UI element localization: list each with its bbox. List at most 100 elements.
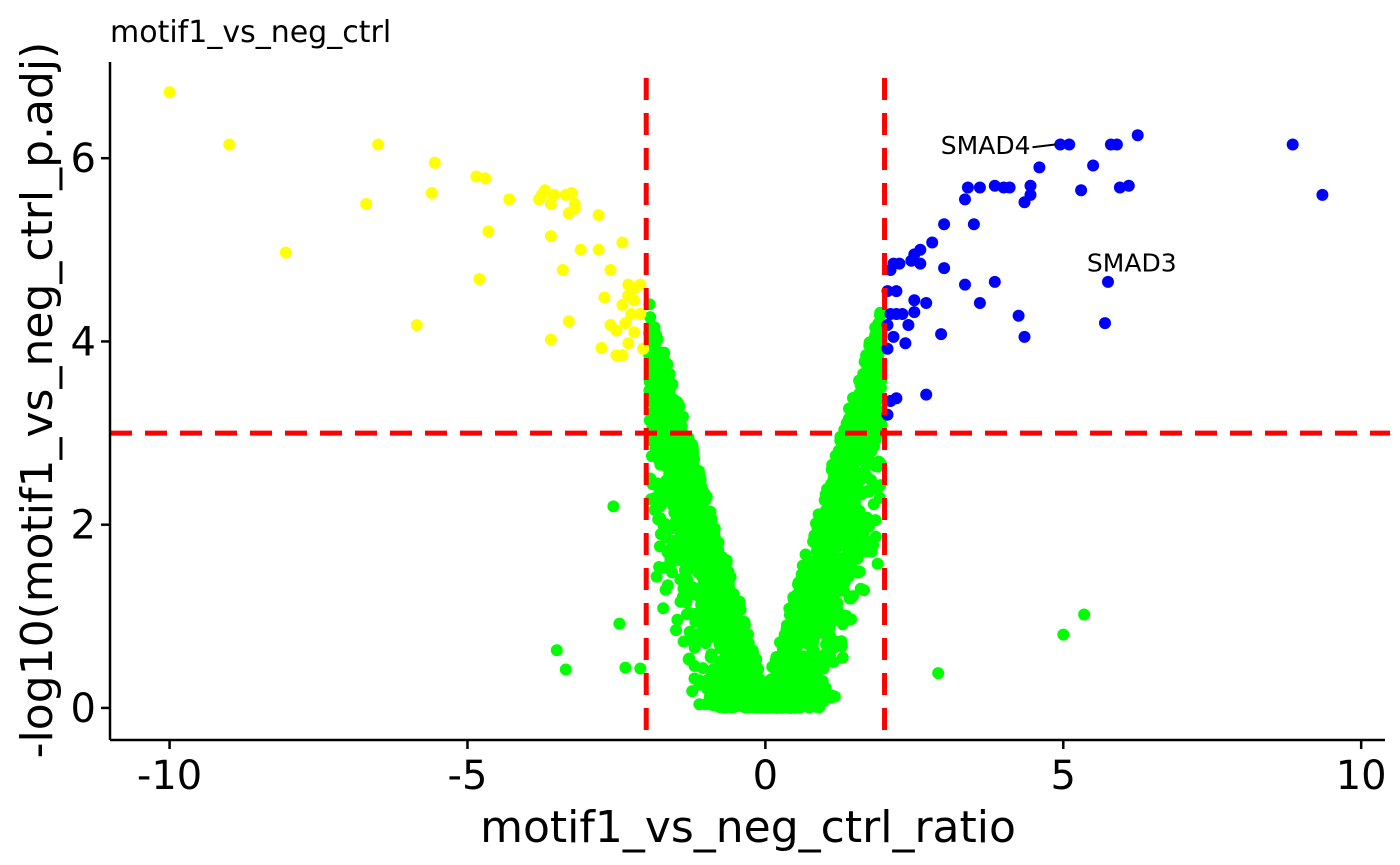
ns-cloud: [550, 298, 1091, 714]
data-point-up: [1099, 317, 1111, 330]
data-point-down: [279, 246, 292, 259]
data-point-down: [574, 243, 587, 256]
ns-point: [808, 678, 821, 691]
ns-point: [814, 688, 827, 701]
ns-point: [865, 545, 878, 558]
ns-point: [550, 644, 563, 657]
data-point-up: [884, 395, 897, 407]
ns-point: [848, 494, 861, 507]
ns-point: [728, 691, 741, 704]
ns-point: [677, 410, 689, 423]
ns-point: [708, 589, 721, 602]
data-point-up: [1110, 138, 1123, 151]
ns-point: [687, 465, 699, 478]
ns-point: [830, 449, 843, 462]
ns-point: [659, 420, 672, 433]
data-point-down: [592, 243, 605, 256]
data-point-up: [890, 285, 903, 298]
data-point-down: [619, 317, 632, 330]
x-tick-label: 5: [1051, 753, 1076, 799]
ns-point: [679, 435, 692, 448]
ns-point: [696, 526, 709, 539]
ns-point: [607, 500, 620, 513]
data-point-down: [610, 324, 623, 337]
ns-point: [850, 549, 863, 562]
ns-point: [669, 435, 682, 448]
ns-point: [694, 627, 707, 639]
ns-point: [656, 479, 669, 492]
data-point-down: [628, 294, 641, 307]
data-point-up: [926, 236, 939, 249]
x-tick-label: 10: [1336, 753, 1387, 799]
ns-point: [713, 655, 726, 668]
ns-point: [817, 662, 830, 675]
ns-point: [725, 674, 737, 687]
ns-point: [751, 663, 764, 676]
point-label-smad3: SMAD3: [1087, 248, 1177, 277]
ns-point: [647, 405, 660, 418]
data-point-up: [905, 254, 918, 267]
ns-point: [854, 582, 867, 595]
ns-point: [750, 693, 763, 706]
ns-point: [675, 546, 688, 559]
ns-point: [698, 565, 711, 578]
ns-point: [866, 432, 879, 445]
data-point-up: [959, 193, 971, 206]
ns-point: [823, 547, 836, 560]
data-point-up: [881, 342, 894, 355]
data-point-down: [562, 315, 575, 328]
ns-point: [655, 393, 668, 406]
ns-point: [811, 697, 824, 710]
ns-point: [677, 527, 690, 540]
data-point-up: [961, 181, 974, 194]
ns-point: [827, 492, 840, 505]
data-point-up: [1122, 179, 1135, 192]
ns-point: [654, 383, 667, 396]
x-tick-label: -5: [448, 753, 488, 799]
y-tick-label: 6: [71, 136, 96, 182]
data-point-up: [1075, 184, 1088, 197]
data-point-down: [223, 138, 236, 151]
data-point-up: [1316, 188, 1329, 201]
ns-point: [871, 557, 884, 570]
ns-point: [839, 536, 852, 549]
y-axis-ticks: 0 2 4 6: [71, 136, 110, 732]
ns-point: [780, 619, 793, 632]
ns-point: [803, 660, 816, 673]
ns-point: [773, 693, 786, 706]
data-point-up: [914, 257, 927, 270]
ns-point: [665, 409, 678, 422]
data-point-up: [920, 297, 933, 309]
data-point-up: [902, 319, 915, 331]
point-label-smad4: SMAD4: [941, 131, 1031, 160]
ns-point: [715, 613, 728, 626]
ns-point: [695, 598, 708, 611]
ns-point: [658, 523, 671, 536]
ns-point: [697, 579, 709, 591]
data-point-up: [1131, 129, 1144, 142]
ns-point: [657, 602, 670, 615]
data-point-up: [935, 328, 948, 341]
data-point-up: [1018, 330, 1031, 343]
ns-point: [790, 643, 803, 655]
ns-point: [1078, 608, 1091, 621]
ns-point: [671, 613, 684, 626]
data-points-layer: [163, 86, 1329, 714]
ns-point: [829, 635, 842, 648]
data-point-down: [479, 172, 492, 185]
data-point-down: [425, 187, 438, 199]
ns-point: [613, 617, 626, 630]
data-point-down: [628, 326, 641, 339]
ns-point: [799, 548, 812, 561]
data-point-up: [884, 264, 897, 276]
ns-point: [664, 394, 677, 407]
data-point-up: [1012, 309, 1025, 322]
ns-point: [726, 654, 739, 666]
ns-point: [805, 635, 818, 647]
ns-point: [675, 507, 688, 520]
ns-point: [653, 540, 666, 553]
chart-title: motif1_vs_neg_ctrl: [110, 15, 391, 50]
ns-point: [652, 498, 665, 511]
y-tick-label: 2: [71, 503, 96, 549]
